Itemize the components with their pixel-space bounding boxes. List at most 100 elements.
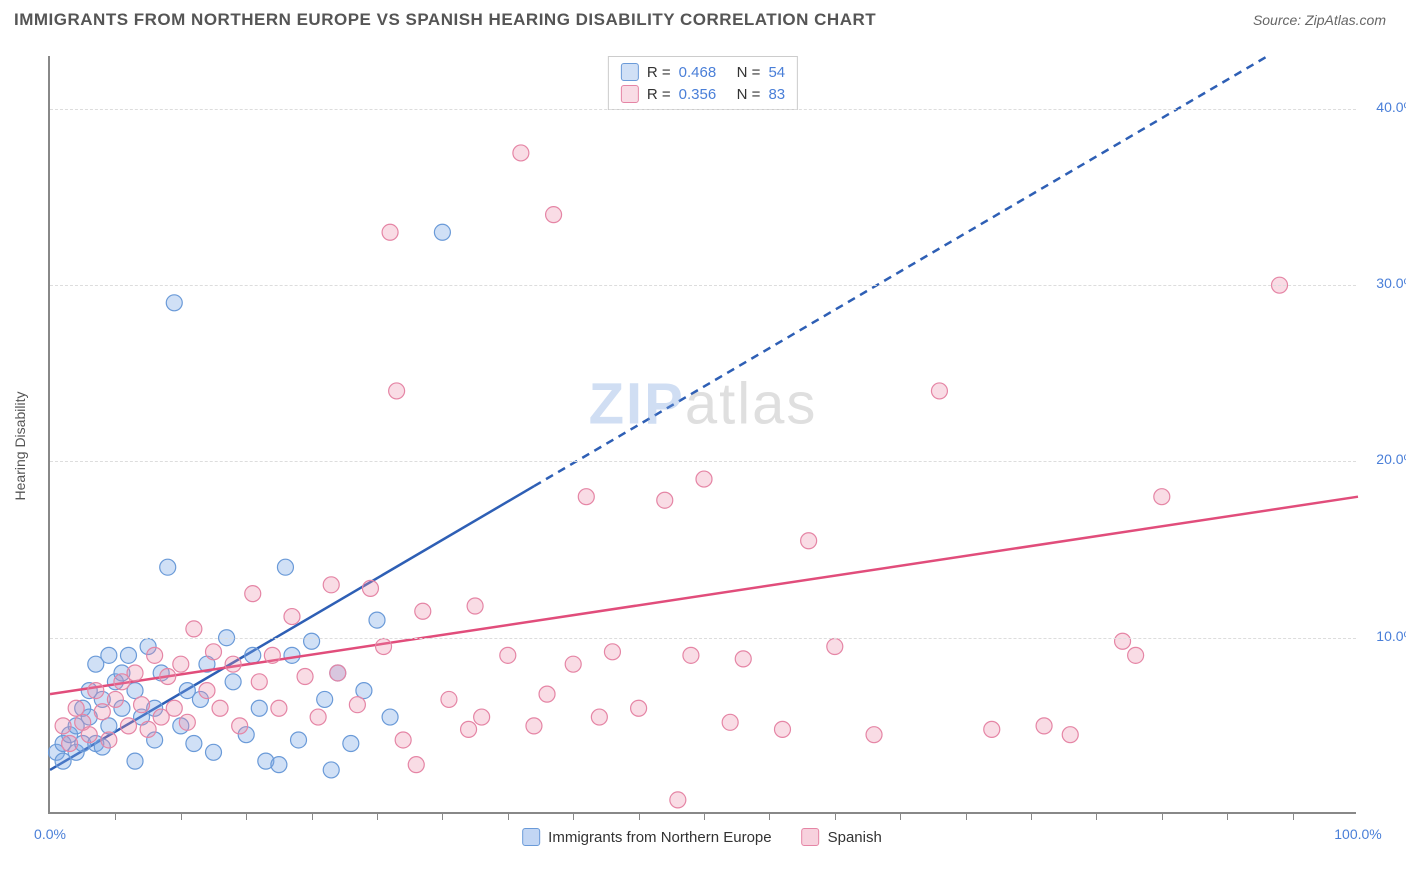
data-point	[140, 721, 156, 737]
data-point	[120, 647, 136, 663]
data-point	[539, 686, 555, 702]
data-point	[173, 656, 189, 672]
y-tick-label: 30.0%	[1376, 275, 1406, 291]
data-point	[160, 559, 176, 575]
data-point	[369, 612, 385, 628]
data-point	[310, 709, 326, 725]
data-point	[206, 744, 222, 760]
y-tick-label: 20.0%	[1376, 451, 1406, 467]
legend-series-label: Spanish	[828, 829, 882, 846]
data-point	[500, 647, 516, 663]
data-point	[1128, 647, 1144, 663]
chart-source: Source: ZipAtlas.com	[1253, 12, 1386, 28]
x-tick	[1031, 812, 1032, 820]
legend-series-label: Immigrants from Northern Europe	[548, 829, 771, 846]
x-tick	[1293, 812, 1294, 820]
data-point	[127, 753, 143, 769]
data-point	[166, 700, 182, 716]
legend-n-value: 54	[768, 64, 785, 81]
data-point	[94, 704, 110, 720]
y-axis-title: Hearing Disability	[12, 392, 28, 501]
data-point	[264, 647, 280, 663]
plot-area: ZIPatlas R = 0.468 N = 54R = 0.356 N = 8…	[48, 56, 1356, 814]
data-point	[271, 757, 287, 773]
data-point	[1115, 633, 1131, 649]
legend-correlation-row: R = 0.356 N = 83	[621, 83, 785, 105]
data-point	[1062, 727, 1078, 743]
data-point	[395, 732, 411, 748]
data-point	[382, 709, 398, 725]
data-point	[297, 669, 313, 685]
x-tick	[442, 812, 443, 820]
x-tick	[1162, 812, 1163, 820]
data-point	[565, 656, 581, 672]
data-point	[245, 586, 261, 602]
legend-series-item: Spanish	[802, 828, 882, 846]
data-point	[323, 762, 339, 778]
data-point	[81, 727, 97, 743]
data-point	[631, 700, 647, 716]
data-point	[827, 639, 843, 655]
data-point	[271, 700, 287, 716]
data-point	[179, 714, 195, 730]
x-tick	[966, 812, 967, 820]
legend-correlation: R = 0.468 N = 54 R = 0.356 N = 83	[608, 56, 798, 110]
data-point	[323, 577, 339, 593]
data-point	[382, 224, 398, 240]
legend-r-label: R =	[647, 86, 671, 103]
x-tick	[835, 812, 836, 820]
data-point	[251, 674, 267, 690]
x-tick	[573, 812, 574, 820]
x-tick-label: 0.0%	[34, 826, 66, 842]
legend-swatch	[522, 828, 540, 846]
data-point	[591, 709, 607, 725]
data-point	[127, 665, 143, 681]
y-tick-label: 40.0%	[1376, 99, 1406, 115]
data-point	[304, 633, 320, 649]
data-point	[604, 644, 620, 660]
legend-r-value: 0.356	[679, 86, 717, 103]
legend-r-value: 0.468	[679, 64, 717, 81]
data-point	[931, 383, 947, 399]
data-point	[206, 644, 222, 660]
gridline	[50, 638, 1356, 639]
legend-swatch	[802, 828, 820, 846]
data-point	[984, 721, 1000, 737]
x-tick	[1096, 812, 1097, 820]
data-point	[212, 700, 228, 716]
data-point	[349, 697, 365, 713]
data-point	[291, 732, 307, 748]
data-point	[683, 647, 699, 663]
regression-line	[534, 56, 1268, 486]
plot-svg	[50, 56, 1356, 812]
data-point	[434, 224, 450, 240]
legend-swatch	[621, 85, 639, 103]
data-point	[147, 647, 163, 663]
data-point	[1154, 489, 1170, 505]
data-point	[722, 714, 738, 730]
data-point	[330, 665, 346, 681]
legend-r-label: R =	[647, 64, 671, 81]
chart-container: ZIPatlas R = 0.468 N = 54R = 0.356 N = 8…	[48, 56, 1356, 814]
x-tick	[246, 812, 247, 820]
data-point	[186, 621, 202, 637]
x-tick	[900, 812, 901, 820]
data-point	[1036, 718, 1052, 734]
data-point	[101, 647, 117, 663]
data-point	[284, 647, 300, 663]
legend-n-label: N =	[724, 64, 760, 81]
y-tick-label: 10.0%	[1376, 628, 1406, 644]
data-point	[317, 691, 333, 707]
data-point	[461, 721, 477, 737]
data-point	[408, 757, 424, 773]
data-point	[441, 691, 457, 707]
data-point	[284, 609, 300, 625]
data-point	[546, 207, 562, 223]
x-tick	[704, 812, 705, 820]
data-point	[670, 792, 686, 808]
legend-n-label: N =	[724, 86, 760, 103]
data-point	[513, 145, 529, 161]
data-point	[120, 718, 136, 734]
chart-header: IMMIGRANTS FROM NORTHERN EUROPE VS SPANI…	[0, 0, 1406, 35]
x-tick	[508, 812, 509, 820]
